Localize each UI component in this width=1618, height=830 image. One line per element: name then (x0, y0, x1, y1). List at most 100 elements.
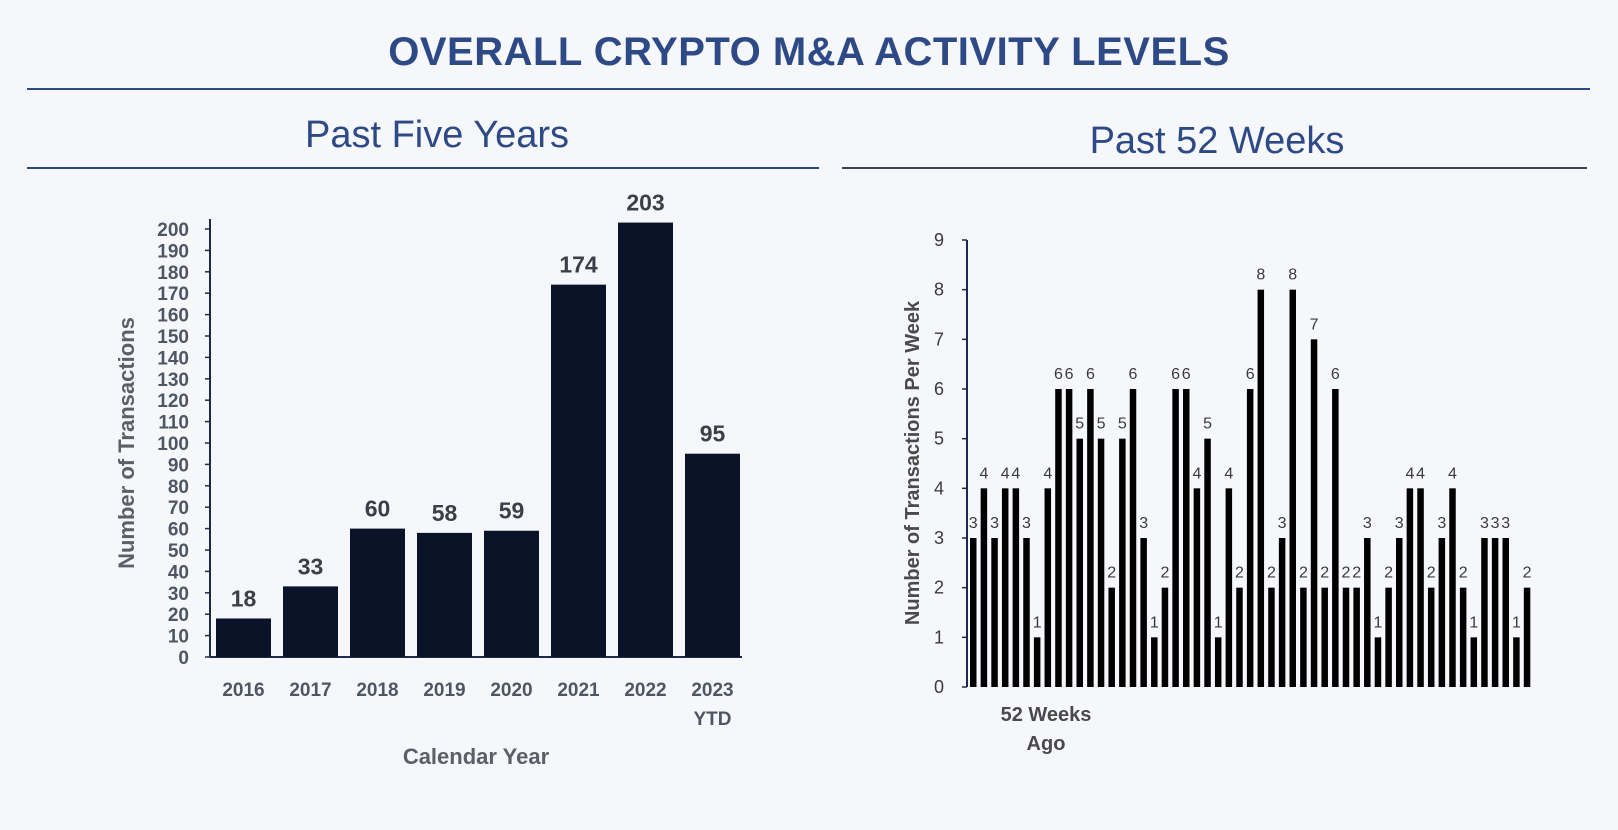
bar (1502, 538, 1509, 687)
y-tick-label: 140 (157, 348, 189, 369)
bar (1204, 438, 1211, 687)
data-label: 33 (298, 553, 324, 579)
bar (417, 532, 472, 657)
bar (1491, 538, 1499, 687)
y-tick-label: 60 (168, 520, 189, 541)
bar (1364, 538, 1371, 687)
bar (1044, 488, 1052, 687)
data-label: 3 (1501, 515, 1510, 532)
data-label: 6 (1171, 366, 1180, 383)
bar (970, 538, 977, 687)
y-tick-label: 70 (168, 498, 189, 519)
data-label: 3 (990, 515, 999, 532)
data-label: 58 (432, 500, 458, 526)
bar (1033, 637, 1041, 687)
data-label: 1 (1512, 614, 1521, 631)
data-label: 2 (1384, 565, 1393, 582)
data-label: 4 (1448, 465, 1457, 482)
bar (1459, 587, 1467, 687)
y-tick-label: 2 (934, 578, 944, 598)
bar (1268, 587, 1275, 687)
data-label: 2 (1342, 565, 1351, 582)
bar (1108, 587, 1115, 687)
data-label: 6 (1086, 366, 1095, 383)
x-tick-label: 2021 (557, 680, 600, 701)
left-panel-title: Past Five Years (304, 114, 570, 156)
data-label: 3 (1480, 515, 1489, 532)
data-label: 4 (1011, 465, 1020, 482)
x-tick-label: 2023 YTD (691, 680, 733, 730)
data-label: 3 (1437, 515, 1446, 532)
bar (1214, 637, 1222, 687)
y-tick-label: 40 (168, 562, 189, 583)
bar (1353, 587, 1360, 687)
y-tick-label: 1 (934, 627, 944, 647)
bar (1023, 538, 1030, 687)
y-tick-label: 150 (157, 327, 189, 348)
bar (618, 222, 673, 657)
data-label: 3 (1139, 515, 1148, 532)
y-tick-label: 200 (157, 220, 189, 241)
bar (980, 488, 988, 687)
data-label: 1 (1469, 614, 1478, 631)
title-divider (27, 88, 1590, 90)
data-label: 1 (1214, 614, 1223, 631)
bar (1225, 488, 1233, 687)
y-tick-label: 170 (157, 284, 189, 305)
data-label: 2 (1107, 565, 1116, 582)
y-tick-label: 7 (934, 329, 944, 349)
bar (1183, 389, 1190, 687)
data-label: 2 (1320, 565, 1329, 582)
bar (484, 530, 539, 657)
bar (1001, 488, 1009, 687)
y-tick-label: 10 (168, 627, 189, 648)
data-label: 5 (1097, 416, 1106, 433)
y-tick-label: 160 (157, 306, 189, 327)
y-axis-title: Number of Transactions (114, 317, 139, 569)
data-label: 2 (1160, 565, 1169, 582)
bar (1087, 389, 1094, 687)
y-tick-label: 9 (934, 230, 944, 250)
data-label: 2 (1523, 565, 1532, 582)
bar (1129, 389, 1137, 687)
y-tick-label: 50 (168, 541, 189, 562)
bar (1097, 438, 1105, 687)
data-label: 7 (1310, 316, 1319, 333)
data-label: 2 (1299, 565, 1308, 582)
bar (1151, 637, 1158, 687)
x-axis-title: Calendar Year (403, 744, 550, 769)
bar (1470, 637, 1478, 687)
data-label: 5 (1203, 416, 1212, 433)
bar (551, 284, 606, 657)
data-label: 3 (1395, 515, 1404, 532)
data-label: 6 (1065, 366, 1074, 383)
x-tick-label: 2019 (423, 680, 465, 701)
bar (1193, 488, 1201, 687)
bar (1513, 637, 1520, 687)
bar (1342, 587, 1350, 687)
bar (1012, 488, 1020, 687)
data-label: 60 (365, 496, 391, 522)
bar (1119, 438, 1126, 687)
right-panel-title: Past 52 Weeks (1089, 120, 1345, 162)
data-label: 4 (979, 465, 988, 482)
bar (1449, 488, 1456, 687)
bar (1321, 587, 1328, 687)
data-label: 2 (1352, 565, 1361, 582)
y-tick-label: 6 (934, 379, 944, 399)
bar (1172, 389, 1179, 687)
x-tick-label: 2017 (289, 680, 331, 701)
bar (1523, 587, 1531, 687)
y-tick-label: 110 (158, 413, 189, 434)
data-label: 3 (1278, 515, 1287, 532)
x-axis-label: 52 Weeks Ago (1001, 704, 1092, 755)
data-label: 174 (559, 252, 598, 278)
data-label: 59 (499, 498, 525, 524)
data-label: 4 (1043, 465, 1052, 482)
data-label: 3 (1491, 515, 1500, 532)
data-label: 8 (1256, 267, 1265, 284)
y-tick-label: 3 (934, 528, 944, 548)
bar (1055, 389, 1062, 687)
bar (991, 538, 998, 687)
